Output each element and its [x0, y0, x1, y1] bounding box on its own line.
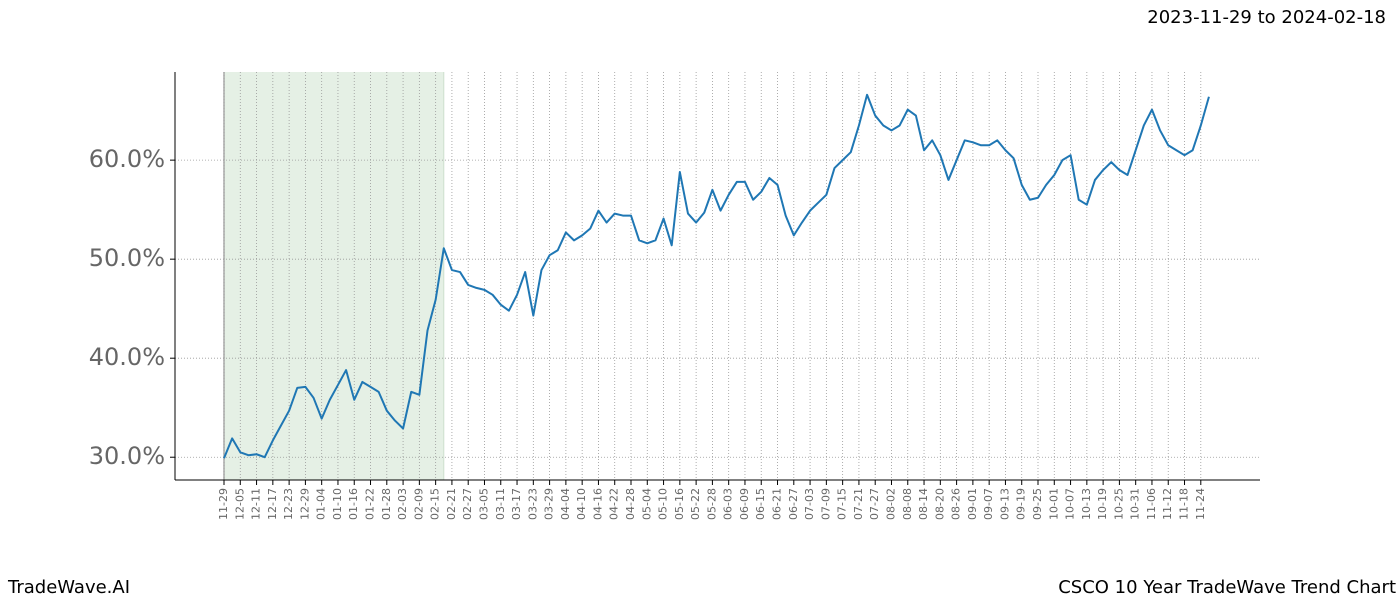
x-tick-label: 09-19: [1015, 488, 1028, 520]
x-tick-label: 07-21: [852, 488, 865, 520]
x-tick-label: 05-10: [657, 488, 670, 520]
x-tick-label: 01-16: [347, 488, 360, 520]
x-tick-label: 08-02: [884, 488, 897, 520]
x-tick-label: 09-01: [966, 488, 979, 520]
x-tick-label: 04-04: [559, 488, 572, 520]
x-tick-label: 08-20: [933, 488, 946, 520]
x-tick-label: 04-16: [591, 488, 604, 520]
x-tick-label: 07-15: [836, 488, 849, 520]
y-tick-label: 50.0%: [89, 244, 165, 272]
x-tick-label: 12-17: [266, 488, 279, 520]
x-tick-label: 02-27: [461, 488, 474, 520]
x-tick-label: 09-25: [1031, 488, 1044, 520]
x-tick-label: 05-22: [689, 488, 702, 520]
brand: TradeWave.AI: [7, 577, 130, 598]
chart-title: CSCO 10 Year TradeWave Trend Chart: [1058, 577, 1396, 598]
x-tick-label: 01-22: [364, 488, 377, 520]
x-tick-label: 08-08: [901, 488, 914, 520]
y-tick-label: 30.0%: [89, 442, 165, 470]
x-tick-label: 08-14: [917, 488, 930, 520]
x-tick-label: 12-05: [233, 488, 246, 520]
x-tick-label: 03-05: [477, 488, 490, 520]
x-tick-label: 03-11: [494, 488, 507, 520]
x-tick-label: 09-13: [998, 488, 1011, 520]
x-tick-label: 06-09: [738, 488, 751, 520]
x-tick-label: 11-06: [1145, 488, 1158, 520]
y-tick-label: 40.0%: [89, 343, 165, 371]
x-tick-label: 05-16: [673, 488, 686, 520]
x-tick-label: 11-29: [217, 488, 230, 520]
x-tick-label: 11-18: [1178, 488, 1191, 520]
x-tick-label: 07-03: [803, 488, 816, 520]
x-tick-label: 03-17: [510, 488, 523, 520]
x-tick-label: 01-04: [315, 488, 328, 520]
x-tick-label: 02-15: [429, 488, 442, 520]
x-tick-label: 05-28: [705, 488, 718, 520]
x-tick-label: 10-31: [1129, 488, 1142, 520]
x-tick-label: 06-27: [787, 488, 800, 520]
x-tick-label: 01-10: [331, 488, 344, 520]
x-tick-label: 10-01: [1047, 488, 1060, 520]
x-tick-label: 11-24: [1194, 488, 1207, 520]
x-tick-label: 06-03: [722, 488, 735, 520]
x-tick-label: 07-09: [819, 488, 832, 520]
x-tick-label: 02-03: [396, 488, 409, 520]
x-tick-label: 09-07: [982, 488, 995, 520]
x-tick-label: 10-19: [1096, 488, 1109, 520]
x-tick-label: 10-07: [1064, 488, 1077, 520]
x-tick-label: 03-23: [526, 488, 539, 520]
x-tick-label: 11-12: [1161, 488, 1174, 520]
x-tick-label: 04-28: [624, 488, 637, 520]
x-tick-label: 10-25: [1112, 488, 1125, 520]
x-tick-label: 07-27: [868, 488, 881, 520]
x-tick-label: 08-26: [950, 488, 963, 520]
x-tick-label: 06-21: [771, 488, 784, 520]
x-tick-label: 05-04: [640, 488, 653, 520]
x-tick-label: 06-15: [754, 488, 767, 520]
x-tick-label: 04-22: [608, 488, 621, 520]
x-tick-label: 12-23: [282, 488, 295, 520]
y-tick-label: 60.0%: [89, 145, 165, 173]
x-tick-label: 02-21: [445, 488, 458, 520]
date-range: 2023-11-29 to 2024-02-18: [1147, 7, 1386, 28]
x-tick-label: 03-29: [543, 488, 556, 520]
x-tick-label: 12-11: [250, 488, 263, 520]
x-tick-label: 10-13: [1080, 488, 1093, 520]
trend-line: [223, 93, 1210, 459]
highlight-region: [224, 72, 444, 480]
x-tick-label: 02-09: [412, 488, 425, 520]
x-tick-label: 04-10: [575, 488, 588, 520]
x-tick-label: 12-29: [298, 488, 311, 520]
x-tick-label: 01-28: [380, 488, 393, 520]
